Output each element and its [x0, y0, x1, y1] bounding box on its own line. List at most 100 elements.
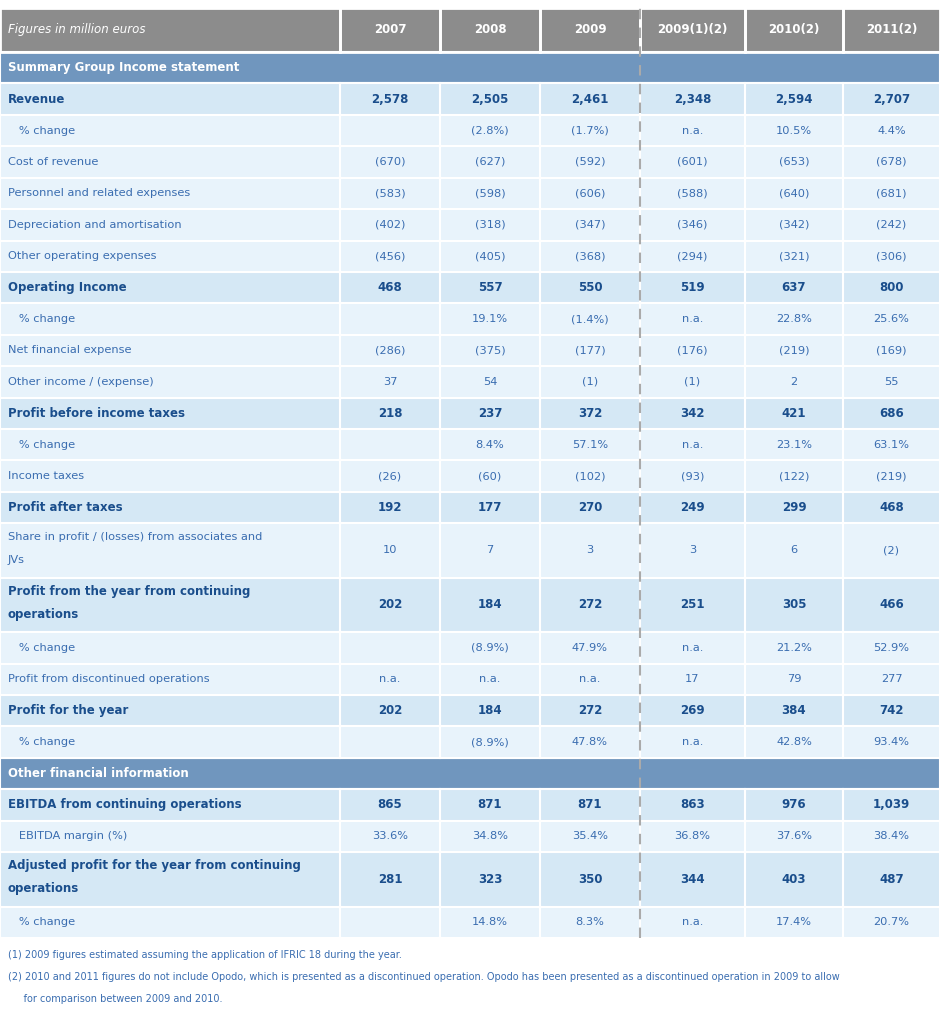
- Bar: [540, 398, 640, 429]
- Bar: [540, 492, 640, 523]
- Text: 52.9%: 52.9%: [873, 643, 910, 652]
- Text: 79: 79: [787, 674, 801, 685]
- Bar: [540, 492, 640, 523]
- Bar: [843, 272, 940, 303]
- Bar: [843, 303, 940, 335]
- Text: (347): (347): [574, 220, 605, 230]
- Bar: [340, 8, 440, 52]
- Bar: [440, 241, 540, 272]
- Text: 19.1%: 19.1%: [472, 314, 508, 324]
- Bar: [440, 664, 540, 695]
- Text: 21.2%: 21.2%: [776, 643, 812, 652]
- Bar: [540, 578, 640, 632]
- Text: 372: 372: [578, 406, 603, 420]
- Text: % change: % change: [8, 439, 75, 450]
- Bar: [0, 492, 340, 523]
- Bar: [843, 84, 940, 115]
- Bar: [540, 335, 640, 366]
- Bar: [745, 492, 843, 523]
- Text: (318): (318): [475, 220, 506, 230]
- Bar: [640, 366, 745, 398]
- Bar: [745, 241, 843, 272]
- Bar: [540, 84, 640, 115]
- Text: Cost of revenue: Cost of revenue: [8, 157, 99, 166]
- Bar: [745, 115, 843, 146]
- Bar: [640, 8, 745, 52]
- Bar: [0, 727, 340, 758]
- Bar: [440, 303, 540, 335]
- Bar: [843, 695, 940, 727]
- Text: Other income / (expense): Other income / (expense): [8, 376, 153, 387]
- Text: 466: 466: [879, 599, 904, 611]
- Bar: [440, 523, 540, 578]
- Text: 4.4%: 4.4%: [877, 125, 906, 135]
- Text: Summary Group Income statement: Summary Group Income statement: [8, 61, 240, 74]
- Text: 37.6%: 37.6%: [776, 831, 812, 842]
- Bar: [0, 241, 340, 272]
- Text: (219): (219): [778, 345, 809, 356]
- Text: (242): (242): [876, 220, 906, 230]
- Bar: [843, 632, 940, 664]
- Bar: [540, 664, 640, 695]
- Bar: [540, 523, 640, 578]
- Bar: [640, 695, 745, 727]
- Text: % change: % change: [8, 125, 75, 135]
- Text: EBITDA from continuing operations: EBITDA from continuing operations: [8, 798, 242, 812]
- Bar: [745, 209, 843, 241]
- Text: 863: 863: [681, 798, 705, 812]
- Bar: [440, 907, 540, 938]
- Text: n.a.: n.a.: [380, 674, 400, 685]
- Text: 976: 976: [782, 798, 807, 812]
- Bar: [0, 429, 340, 460]
- Bar: [340, 695, 440, 727]
- Bar: [640, 8, 745, 52]
- Bar: [843, 632, 940, 664]
- Text: 3: 3: [587, 546, 594, 555]
- Bar: [440, 460, 540, 492]
- Bar: [340, 115, 440, 146]
- Bar: [540, 460, 640, 492]
- Bar: [440, 8, 540, 52]
- Bar: [843, 241, 940, 272]
- Bar: [440, 852, 540, 907]
- Bar: [340, 492, 440, 523]
- Bar: [440, 84, 540, 115]
- Text: Operating Income: Operating Income: [8, 281, 127, 294]
- Bar: [843, 272, 940, 303]
- Text: 33.6%: 33.6%: [372, 831, 408, 842]
- Bar: [0, 8, 340, 52]
- Bar: [340, 632, 440, 664]
- Bar: [0, 578, 340, 632]
- Bar: [745, 335, 843, 366]
- Bar: [0, 303, 340, 335]
- Bar: [540, 146, 640, 178]
- Text: (1): (1): [684, 376, 700, 387]
- Bar: [0, 758, 940, 789]
- Bar: [440, 492, 540, 523]
- Bar: [843, 789, 940, 821]
- Bar: [540, 366, 640, 398]
- Text: 742: 742: [879, 704, 903, 718]
- Bar: [440, 366, 540, 398]
- Bar: [843, 366, 940, 398]
- Text: (122): (122): [779, 472, 809, 481]
- Bar: [440, 578, 540, 632]
- Bar: [0, 84, 340, 115]
- Bar: [745, 578, 843, 632]
- Bar: [540, 335, 640, 366]
- Bar: [843, 492, 940, 523]
- Bar: [440, 664, 540, 695]
- Bar: [540, 578, 640, 632]
- Text: (169): (169): [876, 345, 907, 356]
- Bar: [440, 578, 540, 632]
- Text: 384: 384: [782, 704, 807, 718]
- Bar: [745, 789, 843, 821]
- Text: (2.8%): (2.8%): [471, 125, 509, 135]
- Bar: [0, 578, 340, 632]
- Bar: [745, 366, 843, 398]
- Bar: [540, 429, 640, 460]
- Bar: [340, 115, 440, 146]
- Bar: [0, 115, 340, 146]
- Bar: [0, 727, 340, 758]
- Bar: [440, 84, 540, 115]
